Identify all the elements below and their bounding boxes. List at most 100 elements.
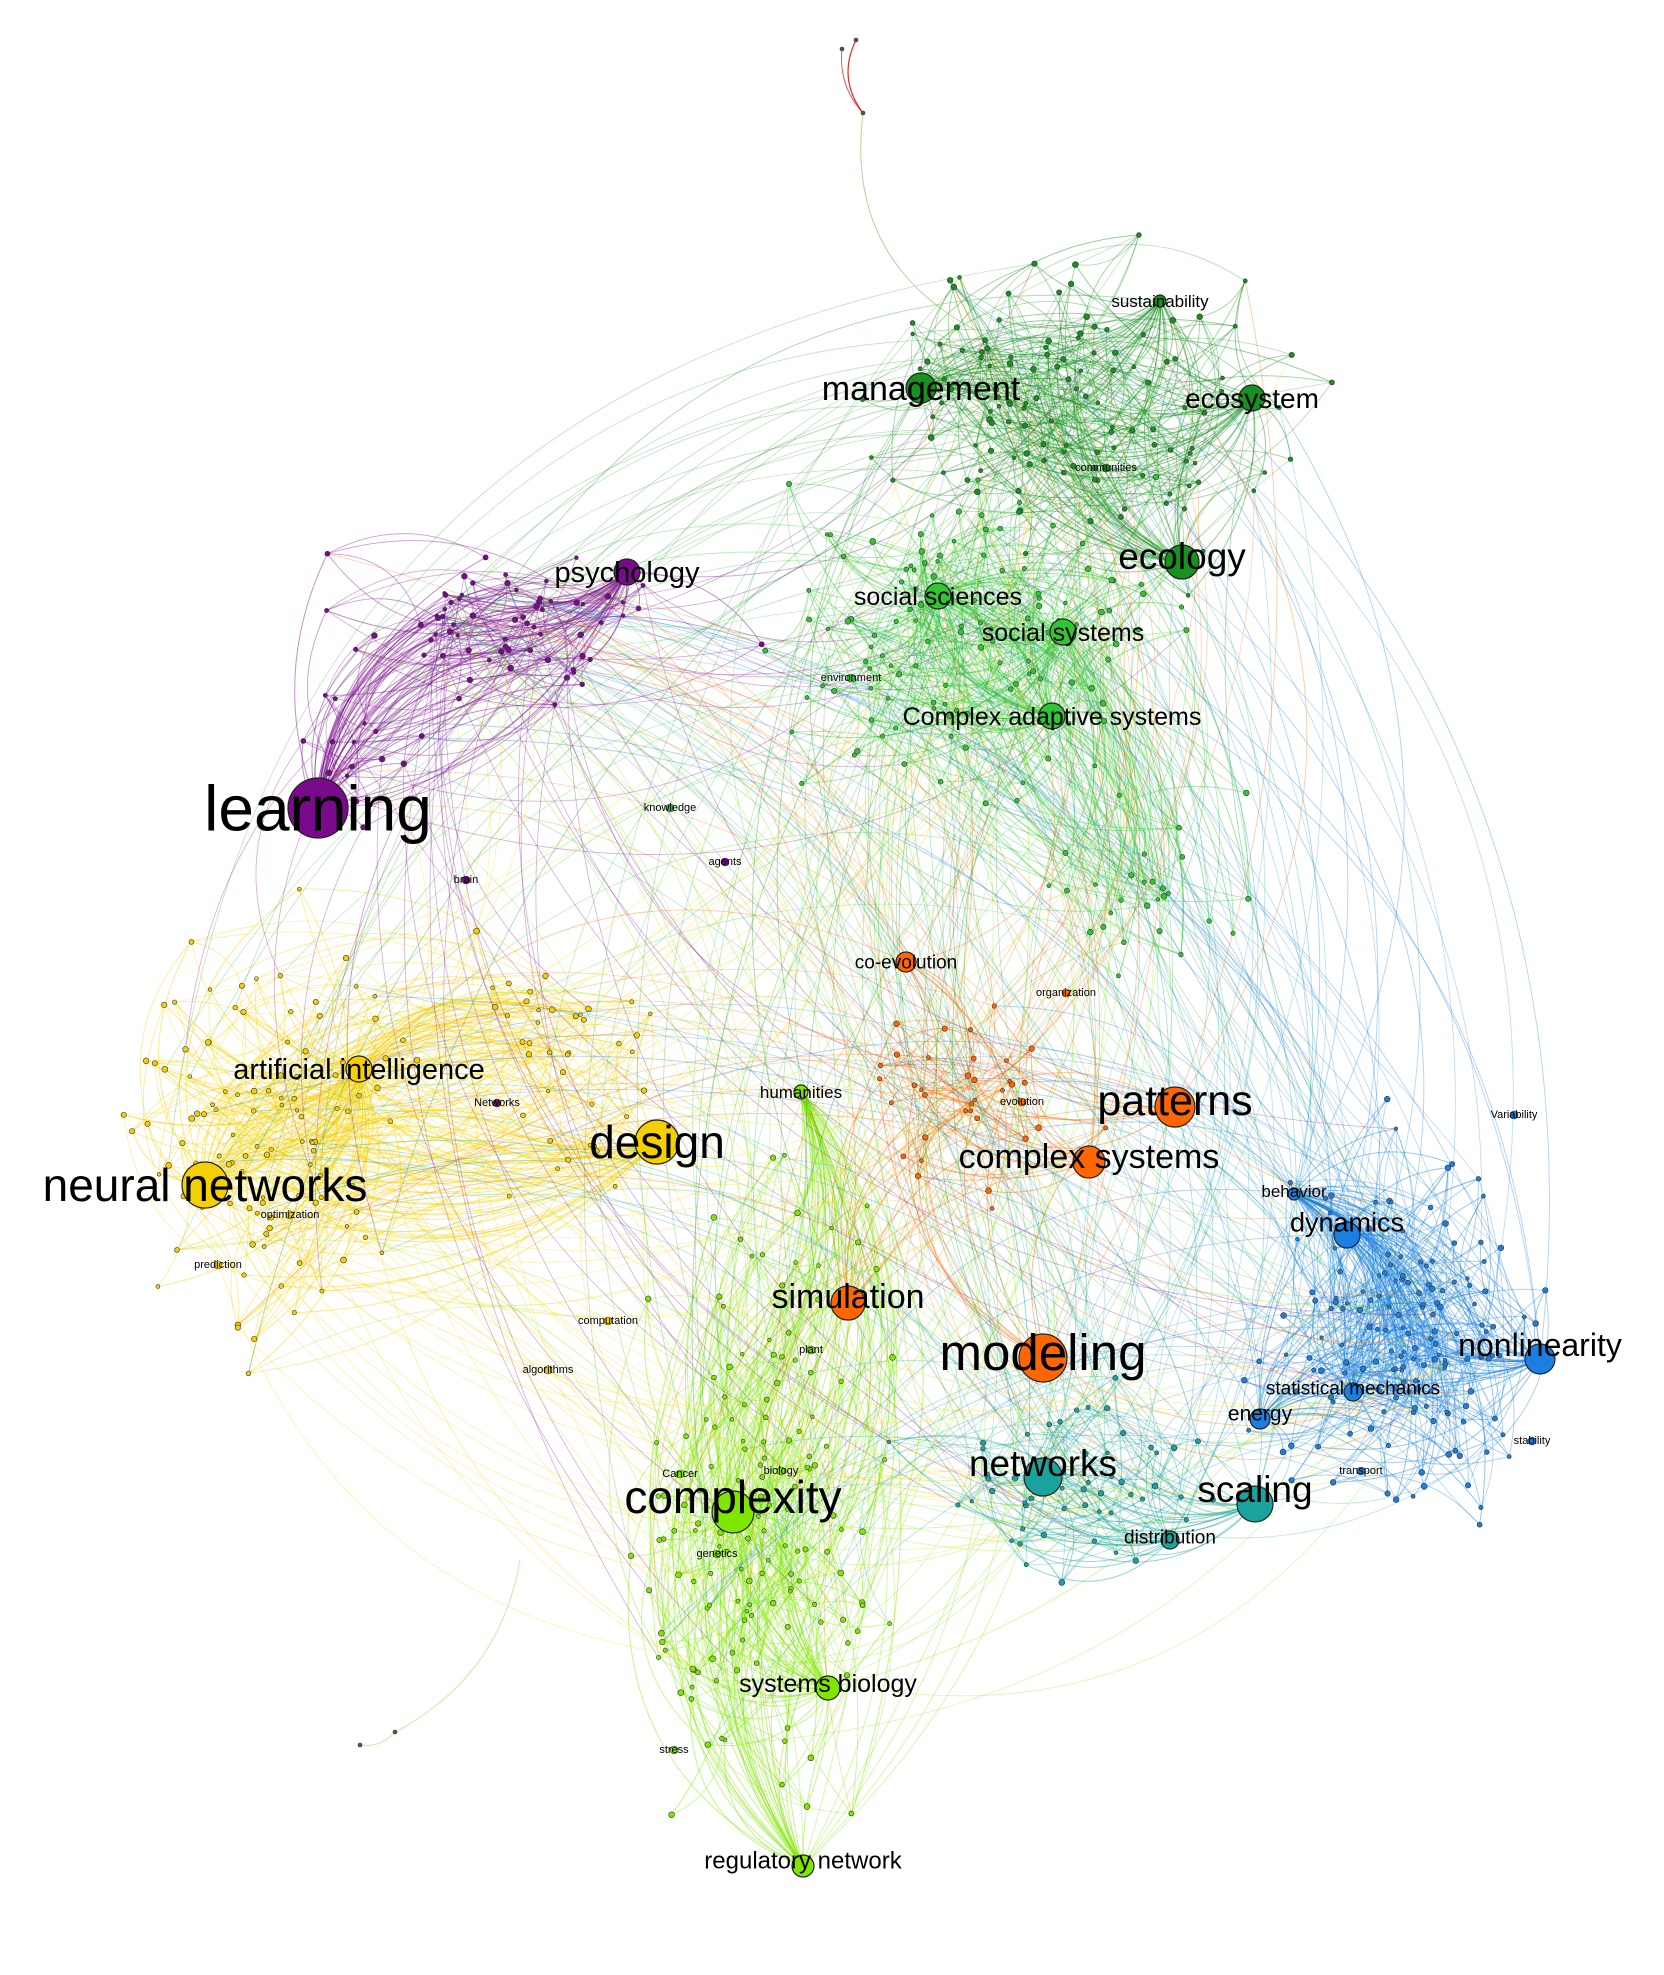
minor-node-772 — [1241, 1377, 1248, 1384]
edge-764 — [980, 462, 1196, 507]
edge-2254 — [1259, 1413, 1461, 1457]
minor-node-727 — [1040, 1531, 1047, 1539]
edge-2111 — [1293, 1193, 1413, 1500]
edge-1955 — [1341, 1223, 1446, 1346]
edge-799 — [1065, 300, 1161, 446]
edge-269 — [145, 1060, 360, 1094]
edge-1994 — [1368, 1228, 1402, 1398]
edge-1220 — [937, 595, 1210, 922]
minor-node-639 — [796, 1428, 802, 1434]
edge-223 — [123, 1073, 360, 1126]
minor-node-748 — [1104, 1405, 1111, 1412]
minor-node-593 — [738, 1566, 744, 1572]
edge-1656 — [695, 1426, 721, 1531]
minor-node-526 — [1103, 1125, 1109, 1131]
edge-2050 — [1402, 1230, 1436, 1366]
edge-1151 — [850, 618, 881, 752]
edge-1609 — [680, 1692, 808, 1807]
edge-573 — [528, 1054, 569, 1161]
edge-1406 — [790, 1262, 837, 1590]
edge-1679 — [673, 1359, 796, 1531]
edge-1744 — [788, 1091, 827, 1334]
edge-1313 — [928, 1057, 1176, 1122]
minor-node-426 — [1098, 608, 1105, 616]
edge-1295 — [880, 1064, 978, 1119]
edge-68 — [375, 602, 639, 732]
edge-201 — [332, 571, 628, 743]
edge-1654 — [828, 1459, 885, 1620]
edge-783 — [1046, 354, 1133, 431]
edge-1663 — [763, 1440, 816, 1466]
edge-1515 — [743, 1091, 830, 1406]
edge-1050 — [953, 541, 1164, 889]
node-label-complex-adaptive-systems: Complex adaptive systems — [903, 703, 1202, 731]
minor-node-440 — [1037, 676, 1044, 682]
edge-2252 — [1426, 1404, 1464, 1422]
edge-2242 — [1417, 1355, 1493, 1390]
edge-227 — [229, 1141, 658, 1233]
edge-1573 — [697, 1551, 828, 1673]
minor-node-715 — [1085, 1405, 1091, 1410]
edge-2148 — [1258, 1303, 1441, 1362]
minor-node-506 — [1046, 883, 1052, 888]
minor-node-83 — [332, 696, 338, 702]
edge-957 — [901, 581, 1040, 616]
edge-286 — [268, 1051, 307, 1092]
edge-903 — [953, 540, 1019, 684]
minor-node-120 — [299, 1139, 305, 1144]
minor-node-705 — [1097, 1490, 1105, 1497]
edge-1163 — [871, 631, 1064, 727]
edge-1588 — [721, 1399, 784, 1739]
edge-679 — [939, 344, 1171, 459]
edge-601 — [986, 263, 1035, 390]
edge-1812 — [888, 1441, 1026, 1506]
minor-node-92 — [207, 987, 213, 992]
edge-471 — [312, 1054, 530, 1152]
minor-node-550 — [761, 1528, 767, 1534]
edge-1449 — [737, 1291, 871, 1602]
minor-node-38 — [353, 646, 359, 652]
edge-299 — [253, 1011, 292, 1111]
minor-node-571 — [712, 1424, 718, 1430]
minor-node-434 — [913, 618, 918, 623]
edge-551 — [253, 1144, 590, 1340]
minor-node-485 — [1128, 872, 1135, 879]
edge-1133 — [865, 661, 1169, 894]
edge-1073 — [915, 620, 1064, 648]
minor-node-847 — [1424, 1263, 1429, 1269]
edge-1011 — [919, 534, 1068, 891]
edge-1254 — [1065, 786, 1247, 854]
edge-1724 — [695, 1291, 861, 1531]
edge-163 — [317, 674, 567, 809]
minor-node-496 — [1100, 923, 1107, 930]
edge-2232 — [1312, 1281, 1455, 1316]
edge-1851 — [1087, 1482, 1256, 1524]
edge-562 — [319, 983, 581, 1017]
edge-1826 — [991, 1490, 1171, 1547]
minor-node-778 — [1360, 1289, 1365, 1294]
edge-1399 — [802, 1623, 890, 1867]
minor-node-43 — [455, 633, 460, 638]
edge-2234 — [1412, 1338, 1448, 1497]
edge-12 — [325, 615, 624, 711]
minor-node-180 — [254, 976, 259, 981]
minor-node-75 — [400, 760, 407, 767]
edge-1252 — [1056, 641, 1121, 796]
minor-node-848 — [1405, 1279, 1411, 1286]
edge-1134 — [826, 534, 939, 598]
minor-node-480 — [820, 683, 825, 689]
edge-606 — [927, 352, 1095, 380]
edge-985 — [960, 626, 1066, 854]
edge-546 — [402, 1001, 539, 1041]
edge-2154 — [1346, 1234, 1386, 1390]
edge-1908 — [1346, 1234, 1438, 1487]
edge-2157 — [1433, 1196, 1491, 1422]
edge-1643 — [731, 1091, 836, 1420]
edge-645 — [871, 457, 978, 496]
edge-1967 — [1335, 1178, 1479, 1303]
edge-1956 — [1346, 1234, 1533, 1358]
edge-249 — [224, 1091, 246, 1157]
edge-1810 — [1049, 1423, 1143, 1500]
edge-2064 — [1293, 1193, 1537, 1324]
edge-966 — [869, 479, 979, 669]
